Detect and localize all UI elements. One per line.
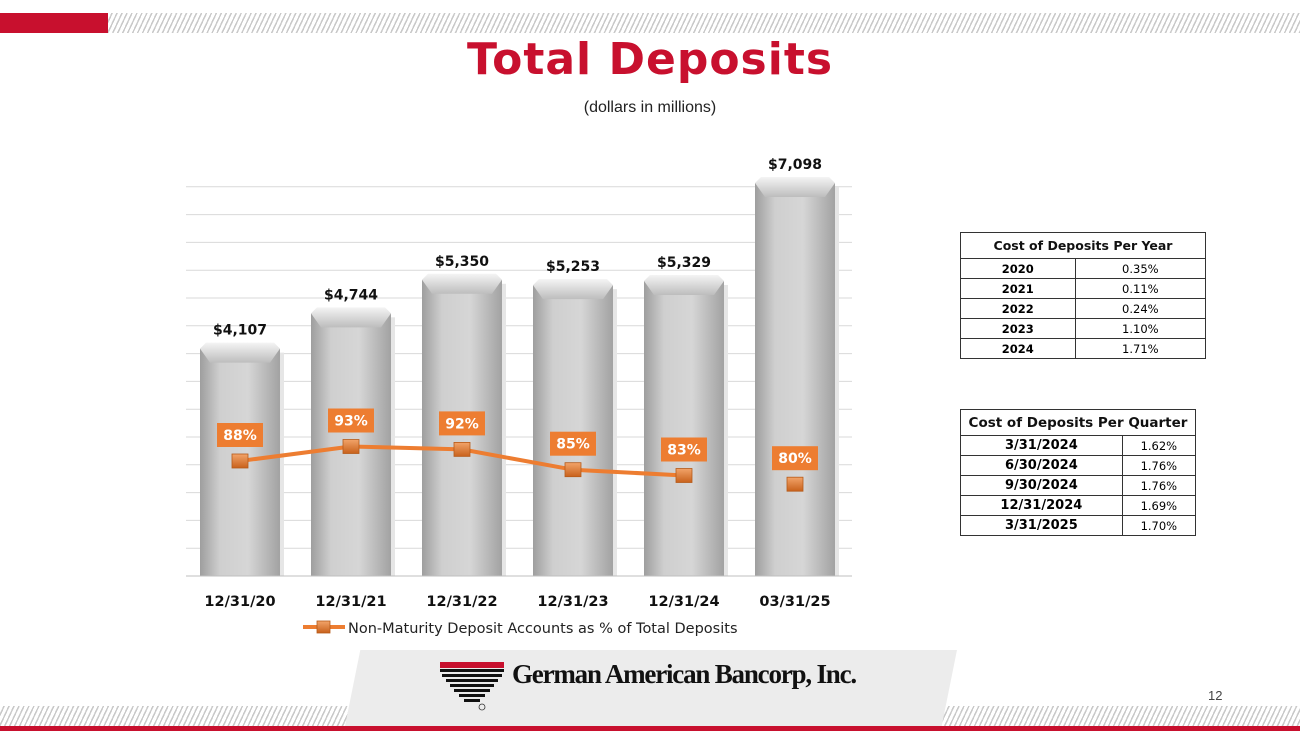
per-quarter-header: Cost of Deposits Per Quarter bbox=[960, 409, 1196, 436]
bottom-red-bar bbox=[0, 726, 1300, 731]
table-row: 3/31/2024 1.62% bbox=[960, 435, 1197, 456]
pct-label: 93% bbox=[334, 414, 368, 430]
pct-marker bbox=[342, 439, 360, 454]
x-tick-label: 12/31/22 bbox=[426, 594, 497, 610]
table-row: 2022 0.24% bbox=[960, 298, 1207, 319]
bar bbox=[533, 285, 613, 576]
bar-series bbox=[200, 177, 839, 576]
pct-marker bbox=[786, 476, 804, 492]
pct-marker bbox=[231, 453, 249, 469]
bar-cap bbox=[422, 273, 502, 294]
table-row: 9/30/2024 1.76% bbox=[960, 475, 1197, 496]
table-row: 3/31/2025 1.70% bbox=[960, 515, 1197, 536]
top-hatch-band bbox=[108, 13, 1300, 33]
bar-cap bbox=[755, 177, 835, 197]
pct-marker bbox=[564, 462, 582, 478]
bar-value-label: $4,744 bbox=[324, 287, 378, 303]
bar-cap bbox=[311, 307, 391, 328]
legend-marker-swatch bbox=[316, 620, 331, 634]
slide-subtitle: (dollars in millions) bbox=[583, 99, 717, 116]
bar-cap bbox=[644, 274, 724, 295]
x-tick-label: 03/31/25 bbox=[759, 594, 830, 610]
bar bbox=[755, 183, 835, 576]
data-labels: $4,107 $4,744 $5,350 $5,253 $5,329 $7,098 bbox=[213, 157, 822, 339]
pct-label-box bbox=[550, 431, 596, 456]
bar-value-label: $5,253 bbox=[546, 259, 600, 275]
table-row: 2024 1.71% bbox=[960, 338, 1207, 359]
pct-label: 85% bbox=[556, 437, 590, 453]
pct-label-box bbox=[772, 446, 818, 471]
bar-value-label: $4,107 bbox=[213, 323, 267, 339]
pct-label-box bbox=[328, 408, 374, 433]
pct-label-box bbox=[661, 437, 707, 462]
x-tick-label: 12/31/24 bbox=[648, 594, 719, 610]
bottom-hatch-band-left bbox=[0, 706, 360, 726]
pct-label: 88% bbox=[223, 428, 257, 444]
table-row: 2020 0.35% bbox=[960, 258, 1207, 279]
pct-label-box bbox=[217, 423, 263, 447]
pct-label: 80% bbox=[778, 451, 812, 467]
page-number: 12 bbox=[1208, 688, 1223, 703]
bar-cap bbox=[200, 342, 280, 363]
company-name: German American Bancorp, Inc. bbox=[512, 659, 857, 689]
bottom-hatch-band-right bbox=[940, 706, 1300, 726]
table-row: 2023 1.10% bbox=[960, 318, 1207, 339]
pct-label: 92% bbox=[445, 416, 479, 432]
x-tick-label: 12/31/21 bbox=[315, 594, 386, 610]
company-logo-icon bbox=[440, 662, 504, 711]
x-axis: 12/31/20 12/31/21 12/31/22 12/31/23 12/31/24… bbox=[186, 575, 852, 610]
cost-per-year-table: Cost of Deposits Per Year 2020 0.35% 2021… bbox=[960, 232, 1207, 359]
legend: Non-Maturity Deposit Accounts as % of To… bbox=[303, 620, 738, 637]
pct-marker bbox=[453, 441, 471, 457]
line-series: 88% 93% 92% 85% 83% 80% bbox=[217, 408, 818, 492]
grid-lines bbox=[186, 186, 852, 577]
x-tick-label: 12/31/23 bbox=[537, 594, 608, 610]
top-red-bar bbox=[0, 13, 108, 33]
legend-label: Non-Maturity Deposit Accounts as % of To… bbox=[348, 621, 738, 637]
bar bbox=[644, 280, 724, 576]
table-row: 2021 0.11% bbox=[960, 278, 1207, 299]
cost-per-quarter-table: Cost of Deposits Per Quarter 3/31/2024 1.… bbox=[960, 409, 1197, 536]
bar-value-label: $7,098 bbox=[768, 157, 822, 173]
bar-cap bbox=[533, 279, 613, 300]
pct-marker bbox=[675, 468, 693, 483]
table-row: 6/30/2024 1.76% bbox=[960, 455, 1197, 476]
pct-label: 83% bbox=[667, 443, 701, 459]
bar-value-label: $5,350 bbox=[435, 254, 489, 270]
slide-title: Total Deposits bbox=[466, 34, 834, 85]
table-row: 12/31/2024 1.69% bbox=[960, 495, 1197, 516]
x-tick-label: 12/31/20 bbox=[204, 594, 275, 610]
bar-value-label: $5,329 bbox=[657, 255, 711, 271]
pct-label-box bbox=[439, 411, 485, 436]
per-year-header: Cost of Deposits Per Year bbox=[960, 232, 1206, 259]
